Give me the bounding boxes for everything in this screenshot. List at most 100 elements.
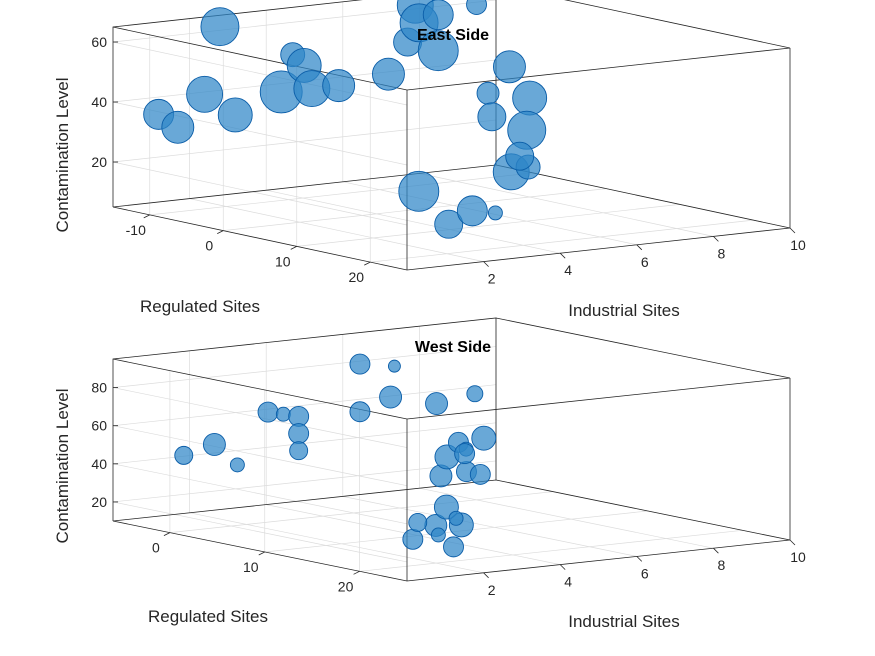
x-axis-label: Industrial Sites bbox=[568, 612, 680, 631]
bubble-point bbox=[349, 401, 371, 423]
x-tick-mark bbox=[713, 547, 719, 554]
bubble-point bbox=[456, 195, 488, 227]
floor-grid-x bbox=[419, 487, 714, 549]
z-axis-label: Contamination Level bbox=[53, 78, 72, 233]
x-tick-mark bbox=[636, 556, 643, 562]
floor-grid-y bbox=[149, 172, 533, 216]
z-tick-label: 60 bbox=[91, 418, 107, 434]
bubble-point bbox=[398, 170, 440, 212]
bubble-point bbox=[430, 527, 446, 543]
bubble-point bbox=[487, 205, 503, 221]
z-tick-label: 20 bbox=[91, 494, 107, 510]
x-tick-label: 2 bbox=[488, 582, 496, 598]
y-axis-label: Regulated Sites bbox=[140, 297, 260, 316]
chart-title: East Side bbox=[417, 27, 489, 44]
bubble-point bbox=[417, 30, 459, 72]
floor-grid-y bbox=[359, 529, 743, 572]
bubble-point bbox=[186, 75, 224, 113]
bubble-point bbox=[454, 443, 476, 465]
floor-grid-x bbox=[419, 173, 714, 237]
y-tick-label: 20 bbox=[348, 269, 364, 285]
y-tick-label: -10 bbox=[126, 222, 146, 238]
bubble-point bbox=[379, 385, 403, 409]
bubble-point bbox=[471, 425, 497, 451]
x-tick-label: 4 bbox=[564, 262, 572, 278]
x-tick-label: 2 bbox=[488, 271, 496, 287]
bubble-point bbox=[443, 536, 464, 558]
x-tick-label: 4 bbox=[564, 574, 572, 590]
y-tick-mark bbox=[143, 214, 150, 219]
floor-grid-x bbox=[266, 189, 561, 254]
x-tick-mark bbox=[636, 244, 643, 251]
x-axis-label: Industrial Sites bbox=[568, 301, 680, 320]
chart-panel-1: 2 4 6 8 10 0 10 20 20 40 60 80 West Side Industrial S… bbox=[53, 317, 806, 631]
x-tick-mark bbox=[559, 564, 566, 570]
chart-panel-0: 2 4 6 8 10 -10 0 10 20 20 40 60 East Side Industrial … bbox=[53, 0, 806, 320]
bubble-point bbox=[229, 457, 245, 473]
y-tick-mark bbox=[290, 246, 297, 250]
bubble-point bbox=[425, 392, 448, 416]
floor-grid-x bbox=[189, 512, 484, 574]
bubble-point bbox=[202, 433, 226, 456]
x-tick-label: 8 bbox=[718, 245, 726, 261]
y-tick-label: 10 bbox=[243, 559, 259, 575]
floor-grid-y bbox=[169, 491, 553, 533]
bubble-point bbox=[349, 353, 371, 375]
x-tick-label: 6 bbox=[641, 565, 649, 581]
bubble-point bbox=[408, 512, 428, 532]
x-tick-label: 6 bbox=[641, 254, 649, 270]
bubble-point bbox=[512, 80, 548, 116]
bubble-point bbox=[466, 0, 487, 15]
axis-box-top bbox=[112, 317, 791, 420]
floor-grid-x bbox=[189, 198, 484, 262]
bubble-point bbox=[174, 445, 194, 465]
z-tick-label: 40 bbox=[91, 456, 107, 472]
bubble-point bbox=[161, 110, 195, 144]
bubble-point bbox=[275, 406, 291, 422]
x-tick-mark bbox=[789, 227, 796, 234]
bubble-point bbox=[505, 141, 535, 171]
y-tick-mark bbox=[364, 261, 371, 266]
x-tick-label: 10 bbox=[790, 549, 806, 565]
z-tick-label: 20 bbox=[91, 154, 107, 170]
z-tick-label: 80 bbox=[91, 380, 107, 396]
bubble-point bbox=[217, 97, 253, 133]
y-tick-label: 20 bbox=[338, 578, 354, 594]
bubble-point bbox=[422, 0, 454, 31]
y-tick-label: 10 bbox=[275, 253, 291, 269]
z-tick-label: 60 bbox=[91, 34, 107, 50]
y-axis-label: Regulated Sites bbox=[148, 607, 268, 626]
bubble-point bbox=[469, 463, 491, 485]
bubble-point bbox=[493, 50, 526, 84]
bubble-point bbox=[372, 57, 405, 91]
bubble-point bbox=[477, 102, 507, 132]
x-tick-mark bbox=[789, 539, 796, 546]
y-tick-mark bbox=[258, 551, 265, 556]
chart-title: West Side bbox=[415, 339, 491, 356]
bubble-point bbox=[434, 209, 464, 239]
bubble-point bbox=[466, 385, 484, 403]
bubble-point bbox=[322, 69, 356, 103]
bubble-point bbox=[257, 401, 279, 423]
floor-grid-x bbox=[342, 496, 637, 557]
z-tick-label: 40 bbox=[91, 94, 107, 110]
y-tick-mark bbox=[163, 532, 171, 536]
y-tick-label: 0 bbox=[152, 540, 160, 556]
bubble-point bbox=[387, 359, 401, 373]
y-tick-mark bbox=[353, 570, 360, 575]
bubble-point bbox=[289, 441, 309, 461]
x-tick-mark bbox=[713, 236, 719, 242]
axis-box-top bbox=[112, 0, 791, 91]
x-tick-mark bbox=[483, 261, 489, 267]
floor-grid-y bbox=[370, 219, 754, 263]
bubble-point bbox=[448, 510, 464, 526]
bubble-point bbox=[402, 528, 424, 550]
x-tick-mark bbox=[559, 252, 566, 259]
x-tick-label: 10 bbox=[790, 237, 806, 253]
y-tick-mark bbox=[217, 230, 224, 234]
x-tick-label: 8 bbox=[718, 557, 726, 573]
axis-box-back bbox=[112, 317, 497, 521]
y-tick-label: 0 bbox=[205, 238, 213, 254]
